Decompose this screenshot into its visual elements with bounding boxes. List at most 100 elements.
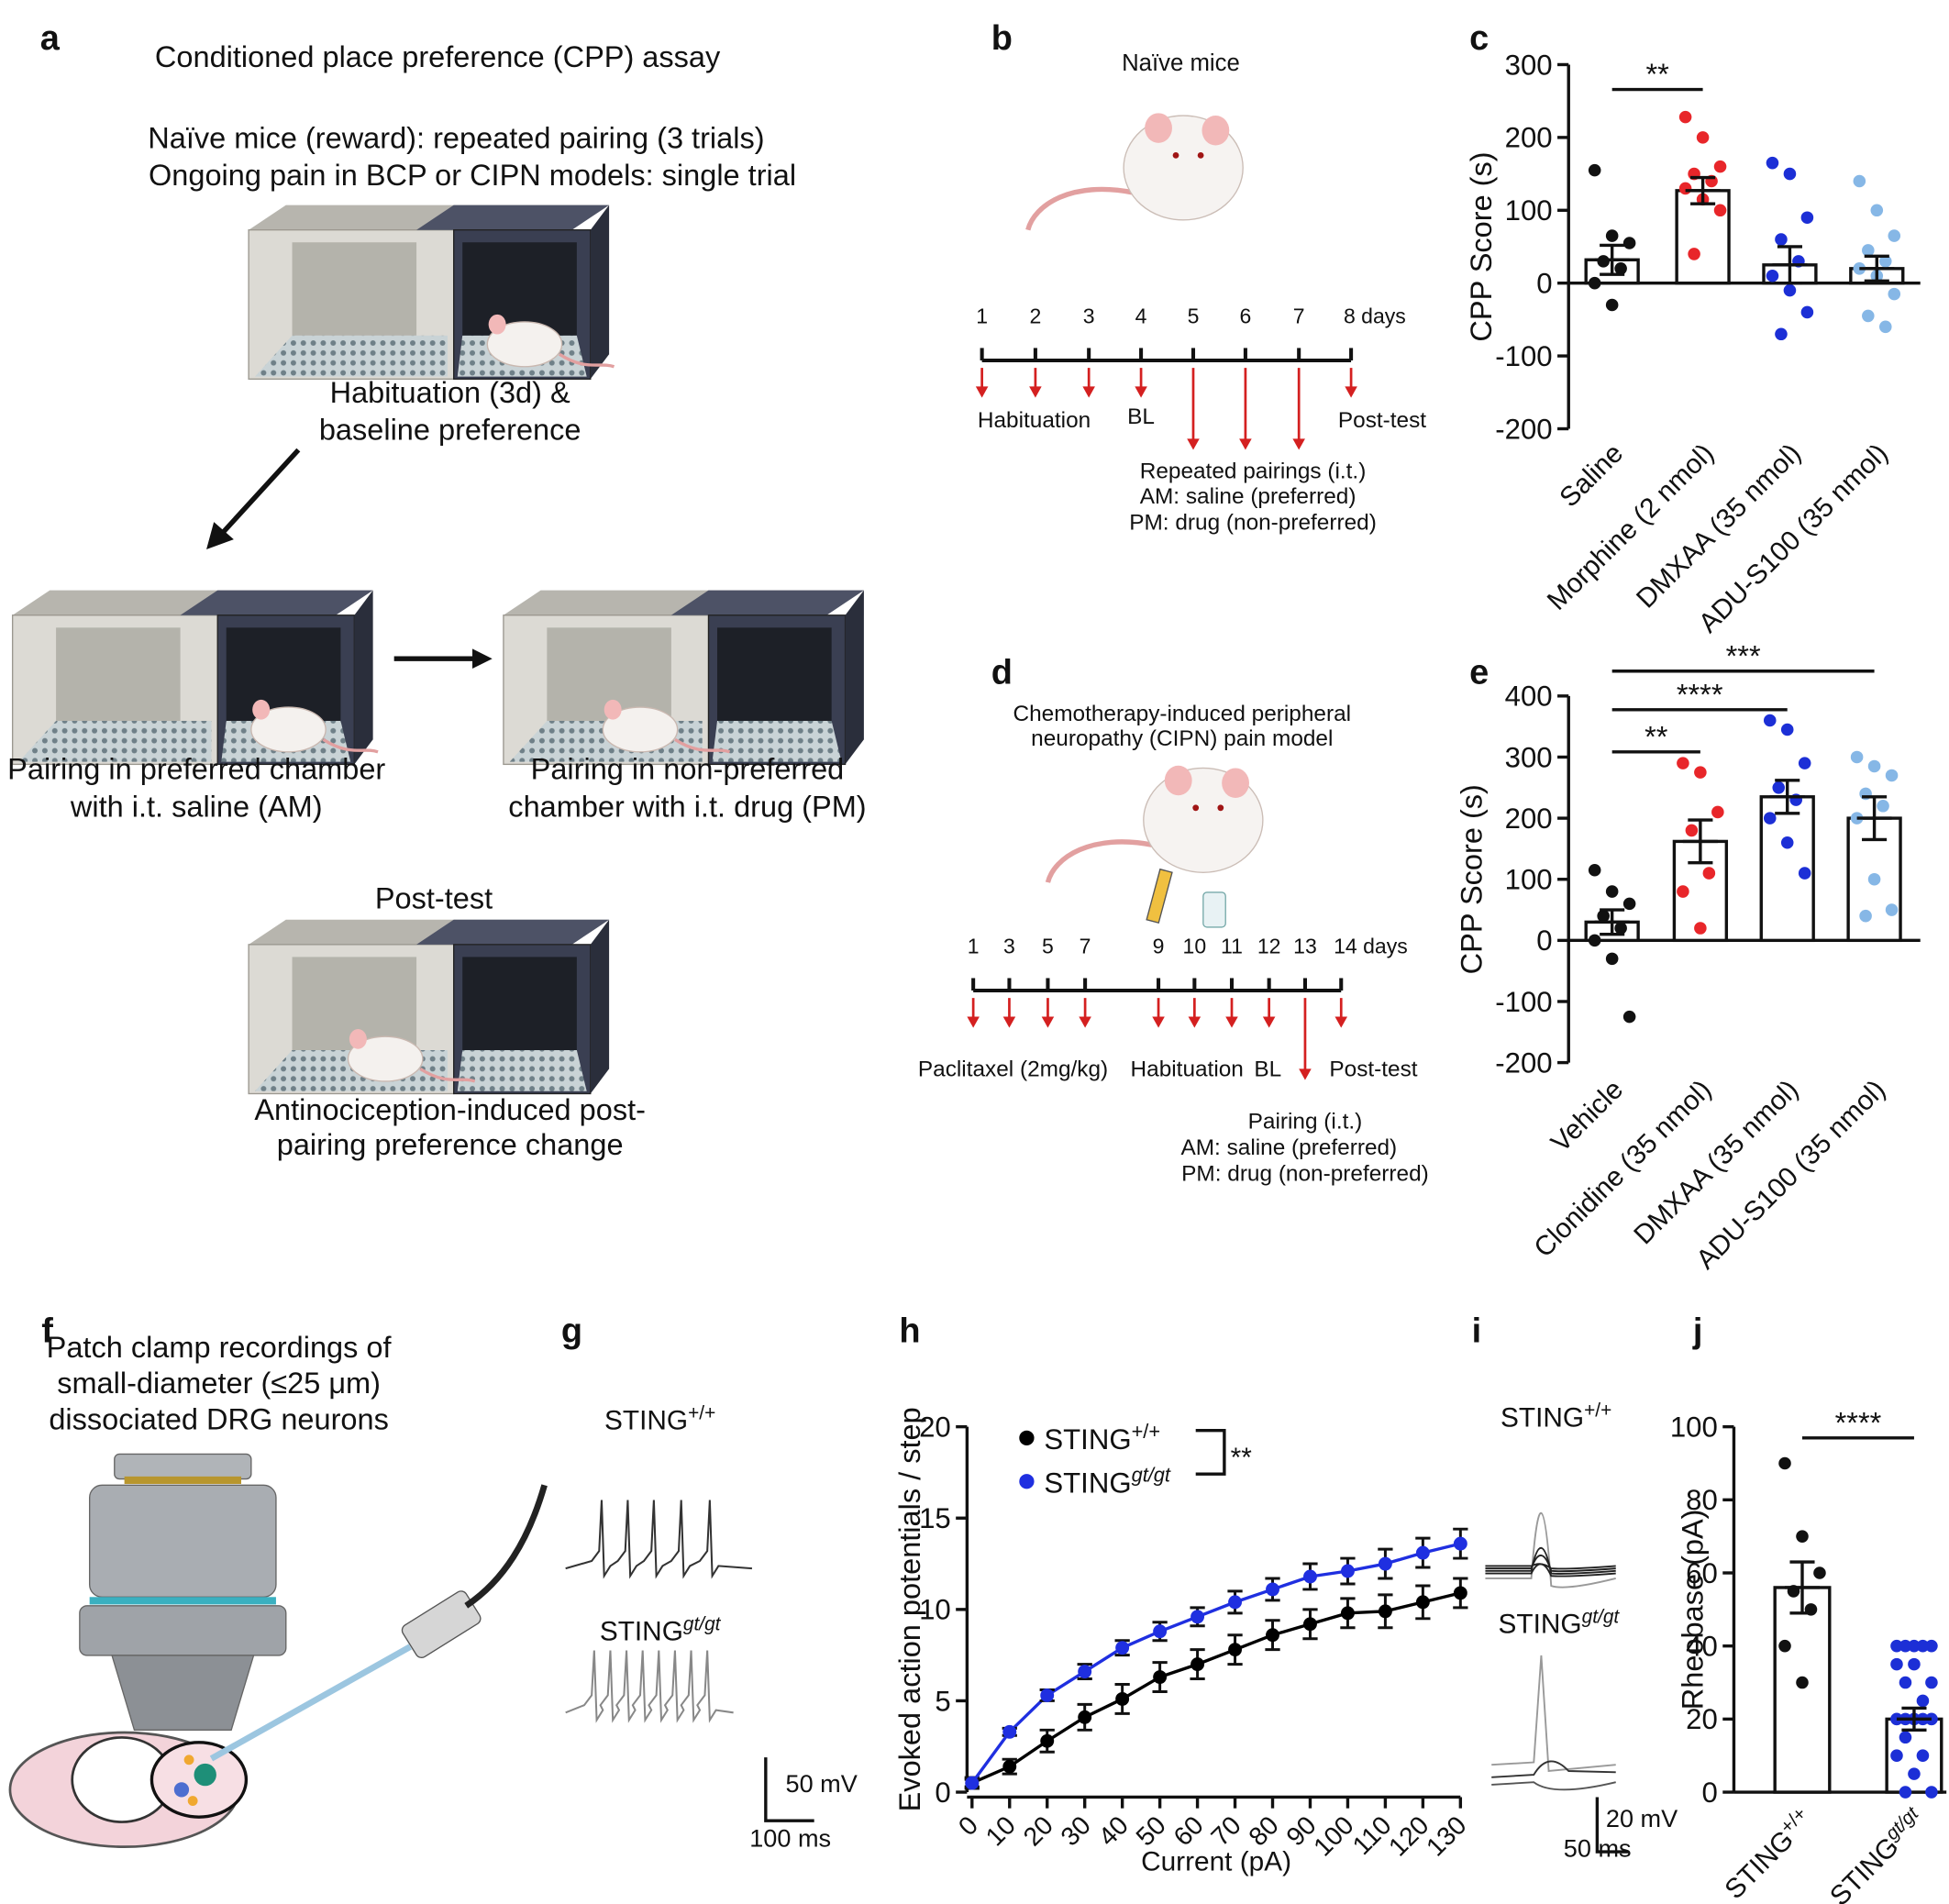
day-label: 13 — [1293, 934, 1317, 958]
right-inner — [462, 957, 577, 1051]
data-point — [1780, 723, 1794, 736]
y-tick-label: 80 — [1686, 1484, 1718, 1516]
right-top — [670, 590, 864, 615]
chamber-side — [590, 919, 610, 1094]
label: AM: saline (preferred) — [1140, 484, 1357, 509]
x-tick-label: STING+/+ — [1717, 1803, 1820, 1904]
voltage-trace — [1491, 1760, 1616, 1778]
data-point — [1153, 1670, 1168, 1684]
label-base: STING — [1501, 1403, 1584, 1434]
data-point — [1688, 248, 1700, 260]
day-label: 5 — [1042, 934, 1054, 958]
data-point — [1888, 287, 1901, 301]
mouse-body — [347, 1035, 424, 1082]
scale-label: 20 mV — [1606, 1804, 1678, 1832]
panel-letter: a — [40, 19, 61, 58]
label: Post-test — [1329, 1057, 1417, 1082]
scale-label: 100 ms — [749, 1824, 831, 1853]
y-tick-label: 200 — [1505, 803, 1553, 835]
data-point — [1800, 305, 1814, 319]
legend-marker — [1019, 1474, 1035, 1489]
panel-title: Naïve mice — [1122, 50, 1240, 76]
data-point — [1228, 1595, 1243, 1610]
genotype-label: STING+/+ — [1501, 1400, 1611, 1434]
left-floor — [18, 720, 212, 762]
data-point — [1853, 174, 1866, 188]
right-floor — [457, 1050, 587, 1091]
day-label: 7 — [1080, 934, 1091, 958]
mouse-ear — [488, 314, 506, 335]
mouse-tail — [1025, 186, 1135, 231]
day-label: 5 — [1188, 304, 1200, 327]
data-point — [1766, 269, 1779, 282]
data-point — [1800, 211, 1814, 224]
data-point — [1862, 244, 1875, 257]
mouse-body — [486, 321, 563, 368]
significance-label: **** — [1835, 1406, 1882, 1439]
data-point — [1040, 1688, 1055, 1702]
chamber — [248, 205, 615, 380]
flow-arrow — [216, 448, 301, 539]
x-tick-label: 0 — [953, 1810, 984, 1842]
legend-label: STINGgt/gt — [1044, 1463, 1171, 1500]
data-point — [1713, 204, 1727, 217]
data-point — [1228, 1643, 1243, 1657]
data-point — [1908, 1639, 1921, 1653]
label-base: STING — [1044, 1423, 1131, 1456]
event-arrow-head — [1292, 438, 1305, 450]
data-point — [1378, 1556, 1392, 1571]
data-point — [1778, 1456, 1791, 1470]
data-point — [1783, 167, 1797, 181]
data-point — [1153, 1624, 1168, 1639]
scale-bar — [1595, 1797, 1629, 1854]
chamber — [248, 919, 610, 1095]
y-tick-label: 100 — [1670, 1411, 1718, 1443]
mouse-tail — [674, 737, 731, 754]
x-tick-label: Morphine (2 nmol) — [1542, 438, 1720, 616]
panel-letter: e — [1469, 653, 1489, 692]
data-point — [1078, 1665, 1092, 1679]
error-bar — [1856, 795, 1892, 842]
data-point — [1702, 867, 1716, 880]
y-tick-label: 0 — [1536, 268, 1552, 300]
data-point — [1925, 1639, 1938, 1653]
event-arrow-head — [975, 386, 989, 398]
mouse-eye — [1172, 151, 1179, 159]
chamber — [11, 590, 379, 766]
day-label: 3 — [1083, 304, 1095, 327]
y-tick-label: 20 — [919, 1411, 951, 1443]
event-arrow-head — [1029, 386, 1042, 398]
data-point — [1850, 750, 1864, 764]
mouse-eye — [1192, 804, 1200, 812]
data-point — [1885, 769, 1899, 782]
event-arrow-head — [1239, 438, 1252, 450]
label: BL — [1127, 404, 1155, 429]
data-point — [1678, 182, 1692, 195]
x-tick-label: STINGgt/gt — [1822, 1802, 1932, 1904]
data-point — [1796, 1676, 1809, 1689]
data-point — [1867, 759, 1881, 773]
event-arrow-head — [1187, 438, 1200, 450]
voltage-trace — [1485, 1563, 1616, 1577]
panel-title: neuropathy (CIPN) pain model — [1031, 726, 1333, 751]
significance-label: *** — [1726, 639, 1761, 672]
y-tick-label: 0 — [1536, 924, 1552, 957]
data-point — [1853, 262, 1866, 275]
error-bar — [1594, 243, 1630, 276]
data-point — [1378, 1604, 1392, 1619]
data-point — [1453, 1536, 1467, 1551]
y-tick-label: 5 — [935, 1685, 950, 1717]
arrow-head — [472, 648, 493, 670]
data-point — [1340, 1606, 1355, 1621]
event-arrow-head — [1079, 1016, 1091, 1028]
data-point — [1780, 836, 1794, 849]
day-label: 7 — [1293, 304, 1305, 327]
event-arrow-head — [1334, 1016, 1348, 1028]
day-label: 4 — [1135, 304, 1147, 327]
y-tick-label: 400 — [1505, 681, 1553, 713]
data-point — [1266, 1582, 1279, 1597]
mouse-body — [602, 706, 679, 753]
series-line — [971, 1591, 1461, 1785]
